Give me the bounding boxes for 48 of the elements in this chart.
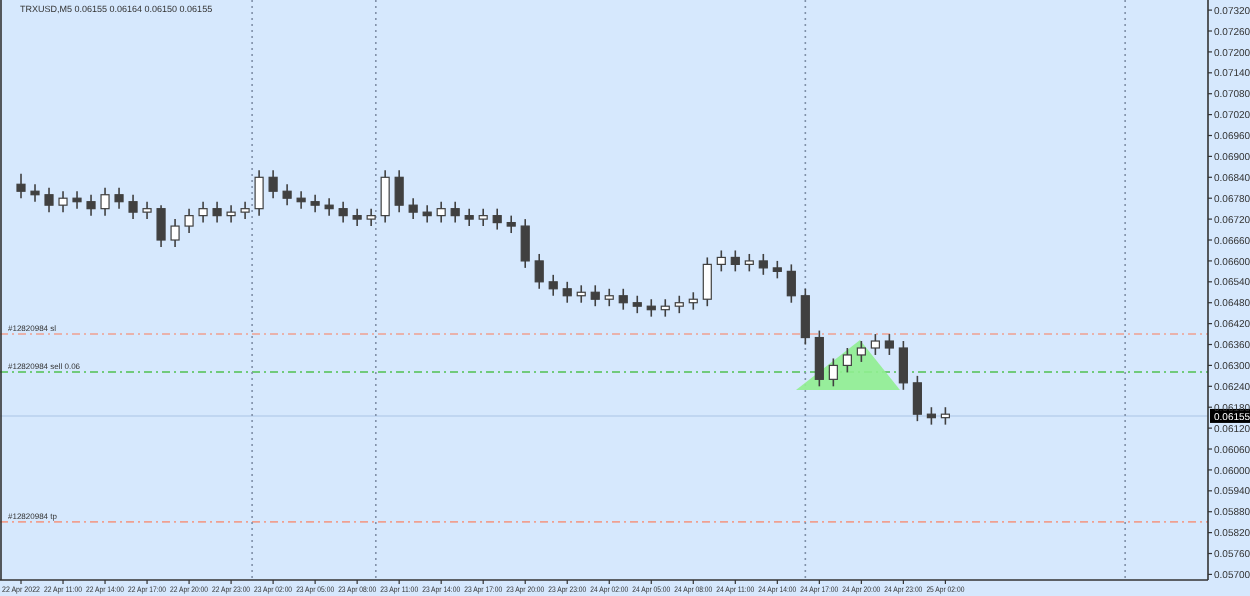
candlestick bbox=[268, 169, 278, 200]
candlestick bbox=[436, 200, 446, 224]
candlestick bbox=[30, 183, 40, 203]
candlestick bbox=[590, 284, 600, 307]
candlestick bbox=[786, 263, 796, 304]
candlestick bbox=[702, 256, 712, 307]
candlestick bbox=[842, 347, 852, 374]
candlestick bbox=[814, 329, 824, 388]
candlestick bbox=[618, 287, 628, 311]
candlestick bbox=[58, 190, 68, 213]
candlestick bbox=[324, 197, 334, 217]
candlestick bbox=[492, 207, 502, 231]
candlestick bbox=[184, 207, 194, 234]
candlestick bbox=[716, 249, 726, 273]
candlestick bbox=[100, 186, 110, 217]
candlestick bbox=[520, 218, 530, 269]
candlestick bbox=[450, 200, 460, 224]
candlestick bbox=[16, 173, 26, 200]
candlestick bbox=[898, 340, 908, 391]
candlestick bbox=[800, 287, 810, 346]
candlestick bbox=[212, 200, 222, 224]
candlestick bbox=[44, 186, 54, 213]
candlestick bbox=[226, 204, 236, 224]
candlestick bbox=[394, 169, 404, 213]
candlestick bbox=[338, 200, 348, 224]
candlestick bbox=[548, 274, 558, 297]
candlestick bbox=[422, 204, 432, 224]
candlestick bbox=[730, 249, 740, 273]
candlestick bbox=[534, 253, 544, 290]
candlestick bbox=[86, 193, 96, 217]
candlestick bbox=[296, 190, 306, 210]
candlestick bbox=[884, 333, 894, 356]
candlestick bbox=[156, 204, 166, 248]
candlestick bbox=[128, 193, 138, 220]
candlestick bbox=[912, 375, 922, 422]
candlestick bbox=[114, 186, 124, 210]
candlestick bbox=[408, 197, 418, 220]
candlestick bbox=[562, 281, 572, 304]
candlestick bbox=[72, 190, 82, 210]
candlestick bbox=[828, 357, 838, 388]
candlestick bbox=[758, 253, 768, 276]
candlestick bbox=[282, 183, 292, 206]
candlestick bbox=[870, 333, 880, 356]
candlestick bbox=[170, 218, 180, 248]
candlestick bbox=[254, 169, 264, 217]
candlestick bbox=[856, 340, 866, 363]
candlestick bbox=[198, 200, 208, 224]
candlestick bbox=[380, 169, 390, 224]
